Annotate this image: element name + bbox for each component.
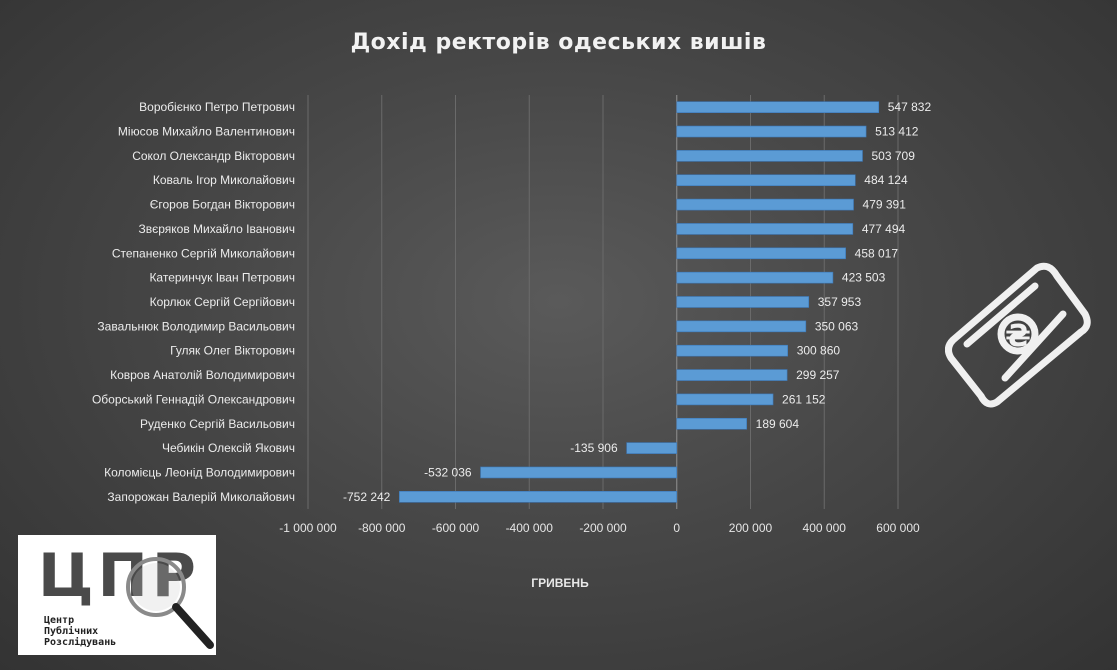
category-label: Катеринчук Іван Петрович [149,271,295,285]
logo-line-1: Центр [44,615,75,626]
data-label: 299 257 [796,368,840,382]
data-label: 300 860 [797,344,841,358]
bar [676,369,788,381]
logo-line-3: Розслідувань [44,637,117,648]
x-tick-label: -600 000 [432,521,480,535]
data-label: 477 494 [862,222,906,236]
bar [676,417,747,430]
x-tick-label: -1 000 000 [279,521,337,535]
category-label: Степаненко Сергій Миколайович [112,246,295,260]
bar [676,125,867,138]
data-label: 458 017 [855,246,899,260]
svg-text:₴: ₴ [1005,319,1031,354]
logo-subtitle: Центр Публічних Розслідувань [44,615,116,648]
data-label: -752 242 [343,490,391,504]
data-label: 189 604 [756,417,800,431]
x-tick-label: 600 000 [876,521,920,535]
x-tick-label: -400 000 [506,521,554,535]
data-label: 357 953 [818,295,862,309]
bar [676,223,854,235]
category-label: Запорожан Валерій Миколайович [107,490,295,504]
data-label: 423 503 [842,271,886,285]
data-label: 350 063 [815,319,859,333]
data-label: 484 124 [864,173,908,187]
logo-letters: ЦПР [38,541,200,611]
bar [676,271,834,284]
bar [676,174,856,187]
bar [676,198,854,211]
category-label: Корлюк Сергій Сергійович [150,295,295,309]
category-label: Сокол Олександр Вікторович [132,149,295,163]
category-label: Коваль Ігор Миколайович [153,173,295,187]
data-label: 261 152 [782,392,826,406]
bar [676,296,810,308]
chart-title: Дохід ректорів одеських вишів [350,30,767,55]
category-label: Міюсов Михайло Валентинович [118,125,295,139]
bar [399,491,678,503]
category-label: Оборський Геннадій Олександрович [92,392,295,406]
category-label: Руденко Сергій Васильович [140,417,295,431]
data-label: 547 832 [888,100,932,114]
category-label: Ковров Анатолій Володимирович [110,368,295,382]
bar [676,150,863,162]
x-tick-label: -200 000 [579,521,627,535]
category-label: Звєряков Михайло Іванович [138,222,295,236]
category-label: Єгоров Богдан Вікторович [150,198,295,212]
bar [480,466,678,479]
bar [676,101,880,113]
hryvnia-banknote-icon: ₴ [945,262,1091,408]
logo-line-2: Публічних [44,626,99,637]
data-label: 513 412 [875,125,919,139]
data-label: 479 391 [863,198,907,212]
x-axis-label: ГРИВЕНЬ [531,576,589,590]
bar [626,442,678,454]
category-label: Воробієнко Петро Петрович [139,100,295,114]
magnifier-icon [126,557,214,649]
bar [676,344,788,357]
data-label: -532 036 [424,465,472,479]
cpr-logo: ЦПР Центр Публічних Розслідувань [18,535,216,655]
category-label: Чебикін Олексій Якович [162,441,295,455]
bar [676,393,774,406]
category-label: Коломієць Леонід Володимирович [104,465,295,479]
x-tick-label: 400 000 [803,521,847,535]
data-label: -135 906 [570,441,618,455]
x-tick-label: -800 000 [358,521,406,535]
category-label: Гуляк Олег Вікторович [170,344,295,358]
bar [676,320,807,333]
x-tick-label: 200 000 [729,521,773,535]
category-label: Завальнюк Володимир Васильович [97,319,295,333]
x-tick-label: 0 [673,521,680,535]
bar [676,247,846,260]
data-label: 503 709 [871,149,915,163]
